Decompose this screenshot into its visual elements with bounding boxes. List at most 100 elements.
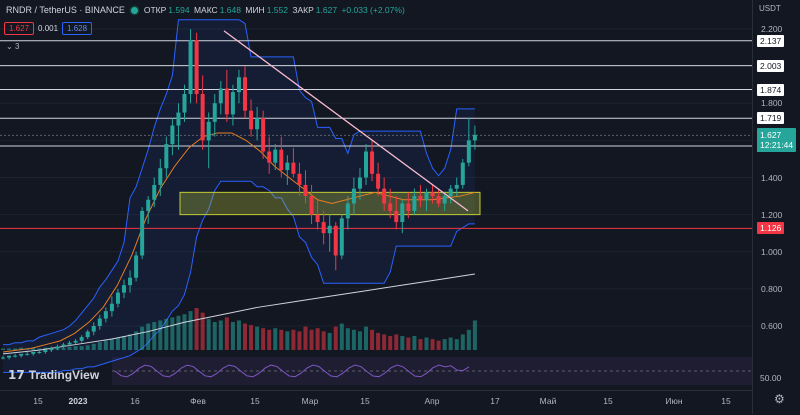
volume-bar	[122, 336, 126, 350]
volume-bar	[109, 339, 114, 350]
market-status-icon	[130, 6, 138, 14]
candle-body	[370, 151, 375, 174]
volume-bar	[297, 331, 302, 350]
candle-body	[243, 77, 247, 111]
tradingview-logo-icon: 𝟭𝟳	[8, 368, 25, 382]
volume-bar	[19, 347, 24, 350]
price-tick-label: 0.800	[761, 283, 783, 294]
gear-icon[interactable]: ⚙	[774, 392, 785, 406]
candle-body	[97, 318, 102, 326]
volume-bar	[61, 347, 66, 350]
candle-body	[109, 303, 114, 312]
time-tick-label: Мар	[301, 396, 319, 406]
candle-body	[315, 214, 320, 223]
candle-body	[364, 151, 368, 178]
candle-body	[267, 151, 272, 163]
indicator-count: 3	[14, 42, 20, 51]
candle-body	[297, 173, 302, 185]
volume-bar	[115, 337, 120, 350]
candle-body	[285, 162, 290, 171]
volume-bar	[140, 326, 145, 350]
candle-body	[115, 292, 120, 304]
candle-body	[140, 210, 145, 256]
symbol-header: RNDR / TetherUS · BINANCE ОТКР 1.594 МАКС…	[0, 0, 752, 20]
candle-body	[472, 134, 477, 141]
volume-bar	[97, 342, 102, 350]
current-price-tag: 1.627 12:21:44	[757, 128, 797, 153]
candle-body	[1, 357, 5, 359]
volume-bar	[339, 323, 344, 350]
candle-body	[230, 92, 235, 115]
volume-bar	[85, 345, 90, 350]
candle-body	[37, 351, 42, 353]
volume-bar	[37, 348, 42, 350]
candle-body	[206, 121, 211, 141]
candle-body	[273, 149, 278, 163]
bollinger-fill	[3, 19, 475, 373]
volume-bar	[267, 329, 272, 350]
volume-bars	[1, 308, 477, 350]
volume-bar	[454, 339, 459, 350]
time-tick-label: Май	[539, 396, 557, 406]
candle-body	[466, 140, 471, 163]
volume-bar	[406, 337, 411, 350]
price-axis[interactable]: USDT 2.2002.0001.8001.6001.4001.2001.000…	[752, 0, 800, 414]
candle-body	[376, 173, 381, 189]
candle-body	[158, 168, 163, 185]
candle-body	[412, 196, 417, 211]
volume-bar	[194, 308, 199, 350]
price-chart[interactable]	[0, 0, 752, 390]
rsi-pane	[112, 357, 752, 385]
volume-bar	[73, 346, 78, 350]
time-tick-label: Июн	[665, 396, 683, 406]
volume-bar	[103, 340, 108, 350]
volume-bar	[200, 312, 205, 350]
buy-button[interactable]: 1.628	[62, 22, 93, 35]
sell-button[interactable]: 1.627	[4, 22, 35, 35]
candle-body	[424, 192, 429, 200]
volume-bar	[460, 334, 465, 350]
candle-countdown: 12:21:44	[760, 140, 794, 151]
candle-body	[218, 88, 223, 104]
volume-bar	[91, 343, 96, 350]
time-tick-label: 15	[360, 396, 370, 406]
horizontal-levels	[0, 40, 752, 229]
volume-bar	[243, 323, 247, 350]
open-value: 1.594	[168, 5, 190, 15]
price-tick-label: 1.800	[761, 98, 783, 109]
candle-body	[345, 203, 350, 219]
candle-body	[291, 162, 296, 174]
volume-bar	[388, 336, 393, 350]
volume-bar	[146, 323, 151, 350]
volume-bar	[315, 328, 320, 350]
volume-bar	[442, 339, 447, 350]
price-tick-label: 2.200	[761, 24, 783, 34]
bollinger-upper	[3, 19, 475, 346]
indicators-toggle[interactable]: ⌄ 3	[6, 42, 19, 51]
time-axis[interactable]: 15 2023 16 Фев 15 Мар 15 Апр 17 Май 15 Июн 15	[0, 390, 752, 415]
current-price-value: 1.627	[760, 130, 782, 141]
volume-bar	[79, 346, 84, 350]
candle-body	[460, 162, 465, 185]
candle-body	[79, 337, 84, 341]
candle-body	[236, 77, 241, 93]
volume-bar	[261, 328, 266, 350]
candle-body	[351, 188, 356, 204]
candle-body	[152, 184, 157, 200]
candle-body	[309, 196, 314, 215]
symbol-title[interactable]: RNDR / TetherUS · BINANCE	[6, 5, 125, 15]
candle-body	[430, 192, 435, 197]
low-value: 1.552	[266, 5, 288, 15]
candle-body	[224, 88, 229, 115]
candle-body	[382, 188, 387, 204]
candle-body	[176, 112, 181, 126]
candle-body	[406, 203, 411, 211]
volume-bar	[430, 339, 435, 350]
candle-body	[200, 93, 205, 141]
price-level-tag: 2.137	[757, 34, 785, 47]
low-label: МИН	[245, 5, 265, 15]
volume-bar	[67, 346, 72, 350]
candle-body	[418, 196, 423, 200]
volume-bar	[158, 320, 163, 350]
currency-selector[interactable]: USDT	[759, 4, 781, 13]
